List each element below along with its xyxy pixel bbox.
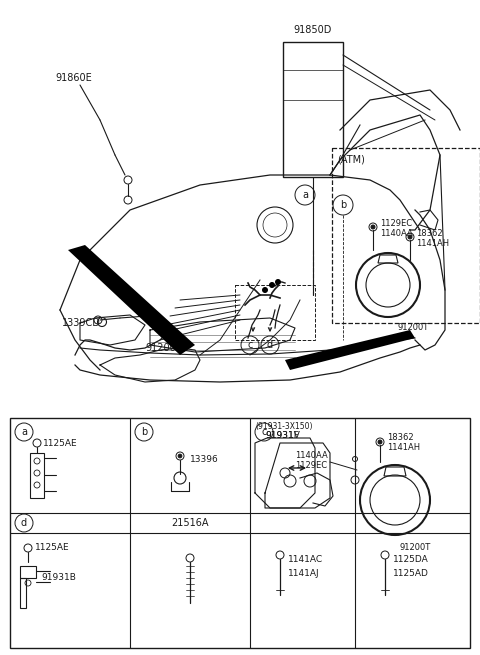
Text: c: c — [247, 340, 252, 350]
Text: 13396: 13396 — [190, 455, 219, 464]
Text: (ATM): (ATM) — [337, 155, 365, 165]
Text: 91200T: 91200T — [400, 544, 431, 553]
Text: a: a — [21, 427, 27, 437]
Text: 1125DA: 1125DA — [393, 555, 429, 565]
Bar — [20, 566, 36, 578]
Bar — [20, 578, 26, 608]
Polygon shape — [285, 330, 415, 370]
Text: 1125AE: 1125AE — [43, 438, 78, 447]
Text: a: a — [302, 190, 308, 200]
Text: 91931B: 91931B — [41, 574, 76, 582]
Circle shape — [408, 235, 412, 239]
Text: d: d — [267, 340, 273, 350]
Bar — [332, 148, 480, 323]
Text: 1129EC: 1129EC — [380, 219, 412, 227]
Circle shape — [371, 225, 375, 229]
Circle shape — [275, 279, 281, 285]
Text: 1125AD: 1125AD — [393, 569, 429, 578]
Circle shape — [178, 454, 182, 458]
Text: (91931-3X150): (91931-3X150) — [255, 422, 312, 430]
Text: 91931V: 91931V — [265, 432, 300, 441]
Text: 1129EC: 1129EC — [295, 460, 327, 470]
Bar — [10, 418, 470, 648]
Text: 91200T: 91200T — [398, 322, 429, 331]
Text: 18362: 18362 — [387, 434, 414, 443]
Text: 91931F: 91931F — [265, 430, 299, 440]
Text: d: d — [21, 518, 27, 528]
Circle shape — [269, 282, 275, 288]
Text: 91860E: 91860E — [55, 73, 92, 83]
Text: 1141AC: 1141AC — [288, 555, 323, 565]
Text: b: b — [340, 200, 346, 210]
Bar — [30, 453, 44, 498]
Text: 91850D: 91850D — [294, 25, 332, 35]
Circle shape — [262, 287, 268, 293]
Text: 1140AA: 1140AA — [380, 229, 413, 238]
Text: 1141AJ: 1141AJ — [288, 569, 320, 578]
Text: 1125AE: 1125AE — [35, 544, 70, 553]
Text: 91200M: 91200M — [145, 343, 184, 353]
Text: 1140AA: 1140AA — [295, 451, 328, 460]
Bar — [283, 42, 343, 177]
Bar — [235, 285, 315, 340]
Circle shape — [378, 440, 382, 444]
Text: 18362: 18362 — [416, 229, 443, 238]
Text: 1141AH: 1141AH — [387, 443, 420, 453]
Text: 21516A: 21516A — [171, 518, 209, 528]
Text: b: b — [141, 427, 147, 437]
Text: 1339CD: 1339CD — [62, 318, 101, 328]
Polygon shape — [68, 245, 195, 355]
Text: c: c — [261, 427, 267, 437]
Text: 1141AH: 1141AH — [416, 238, 449, 248]
